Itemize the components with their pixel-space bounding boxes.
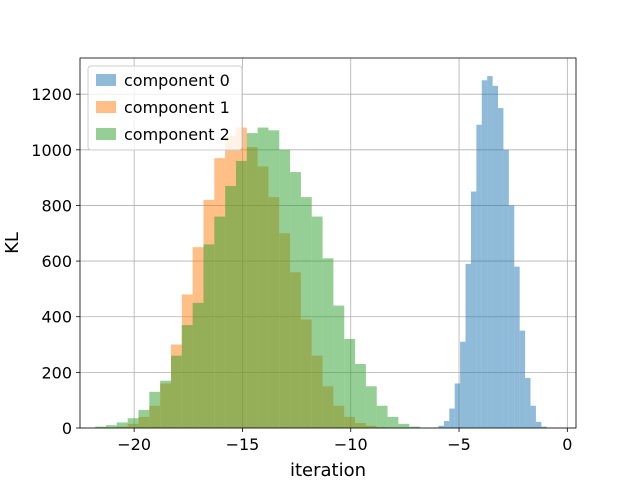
- histogram-bar: [470, 191, 477, 428]
- histogram-bar: [246, 133, 258, 428]
- y-tick-label: 200: [41, 363, 72, 382]
- histogram-bar: [465, 263, 471, 428]
- histogram-bar: [181, 325, 193, 428]
- x-tick-label: 0: [562, 435, 572, 454]
- y-tick-label: 1200: [31, 85, 72, 104]
- legend-swatch: [96, 74, 116, 86]
- histogram-bar: [498, 108, 504, 428]
- histogram-bar: [449, 408, 455, 428]
- legend-swatch: [96, 101, 116, 113]
- histogram-bar: [535, 421, 542, 428]
- x-axis-ticks: −20 −15 −10 −5 0: [117, 428, 572, 454]
- histogram-bar: [530, 405, 536, 428]
- histogram-bar: [514, 266, 520, 428]
- histogram-bar: [214, 216, 226, 428]
- histogram-bar: [460, 341, 466, 428]
- histogram-bar: [443, 421, 450, 428]
- histogram-bar: [525, 377, 531, 428]
- histogram-bar: [311, 216, 323, 428]
- histogram-bar: [95, 426, 106, 428]
- histogram-bar: [203, 244, 215, 428]
- histogram-bar: [387, 416, 399, 428]
- histogram-bar: [481, 80, 488, 428]
- histogram-bar: [487, 76, 493, 429]
- histogram-bar: [476, 124, 482, 429]
- legend-swatch: [96, 128, 116, 140]
- histogram-bar: [160, 380, 171, 428]
- y-tick-label: 600: [41, 252, 72, 271]
- histogram-bar: [508, 205, 515, 428]
- y-tick-label: 1000: [31, 141, 72, 160]
- y-axis-ticks: 0 200 400 600 800 1000 1200: [31, 85, 80, 438]
- y-tick-label: 0: [62, 419, 72, 438]
- histogram-bar: [300, 197, 312, 428]
- x-axis-label: iteration: [290, 460, 366, 480]
- histogram-bar: [541, 426, 547, 428]
- y-tick-label: 800: [41, 196, 72, 215]
- series-2: [95, 127, 421, 429]
- histogram-bar: [138, 409, 150, 428]
- histogram-bar: [492, 85, 499, 428]
- histogram-bar: [268, 130, 280, 429]
- histogram-bar: [225, 185, 236, 428]
- histogram-bar: [322, 258, 334, 428]
- legend-label: component 1: [124, 98, 230, 117]
- histogram-bar: [257, 127, 269, 428]
- histogram-bar: [279, 149, 291, 428]
- y-axis-label: KL: [2, 232, 23, 254]
- legend-label: component 0: [124, 71, 230, 90]
- histogram-bar: [454, 383, 461, 428]
- legend: component 0 component 1 component 2: [87, 65, 243, 151]
- plot-frame: [79, 57, 577, 429]
- legend-box: [87, 65, 243, 151]
- histogram-bar: [438, 425, 444, 428]
- x-tick-label: −20: [117, 435, 151, 454]
- x-tick-label: −15: [226, 435, 260, 454]
- histogram-bar: [116, 422, 128, 428]
- x-tick-label: −5: [447, 435, 471, 454]
- histogram-bar: [170, 355, 182, 428]
- series-0: [433, 76, 547, 429]
- histogram-bars: [95, 76, 547, 429]
- histogram-bar: [365, 386, 377, 428]
- histogram-bar: [409, 426, 421, 428]
- y-tick-label: 400: [41, 308, 72, 327]
- histogram-bar: [333, 305, 345, 428]
- histogram-bar: [355, 364, 366, 428]
- histogram-bar: [503, 149, 509, 428]
- histogram-bar: [127, 418, 139, 428]
- histogram-bar: [398, 423, 410, 428]
- histogram-bar: [519, 330, 526, 428]
- histogram-bar: [192, 302, 204, 428]
- histogram-bar: [376, 405, 388, 428]
- histogram-bar: [235, 160, 247, 429]
- x-tick-label: −10: [334, 435, 368, 454]
- histogram-bar: [105, 425, 117, 428]
- histogram-bar: [149, 391, 161, 428]
- histogram-bar: [290, 172, 301, 428]
- histogram-bar: [344, 338, 356, 428]
- legend-label: component 2: [124, 125, 230, 144]
